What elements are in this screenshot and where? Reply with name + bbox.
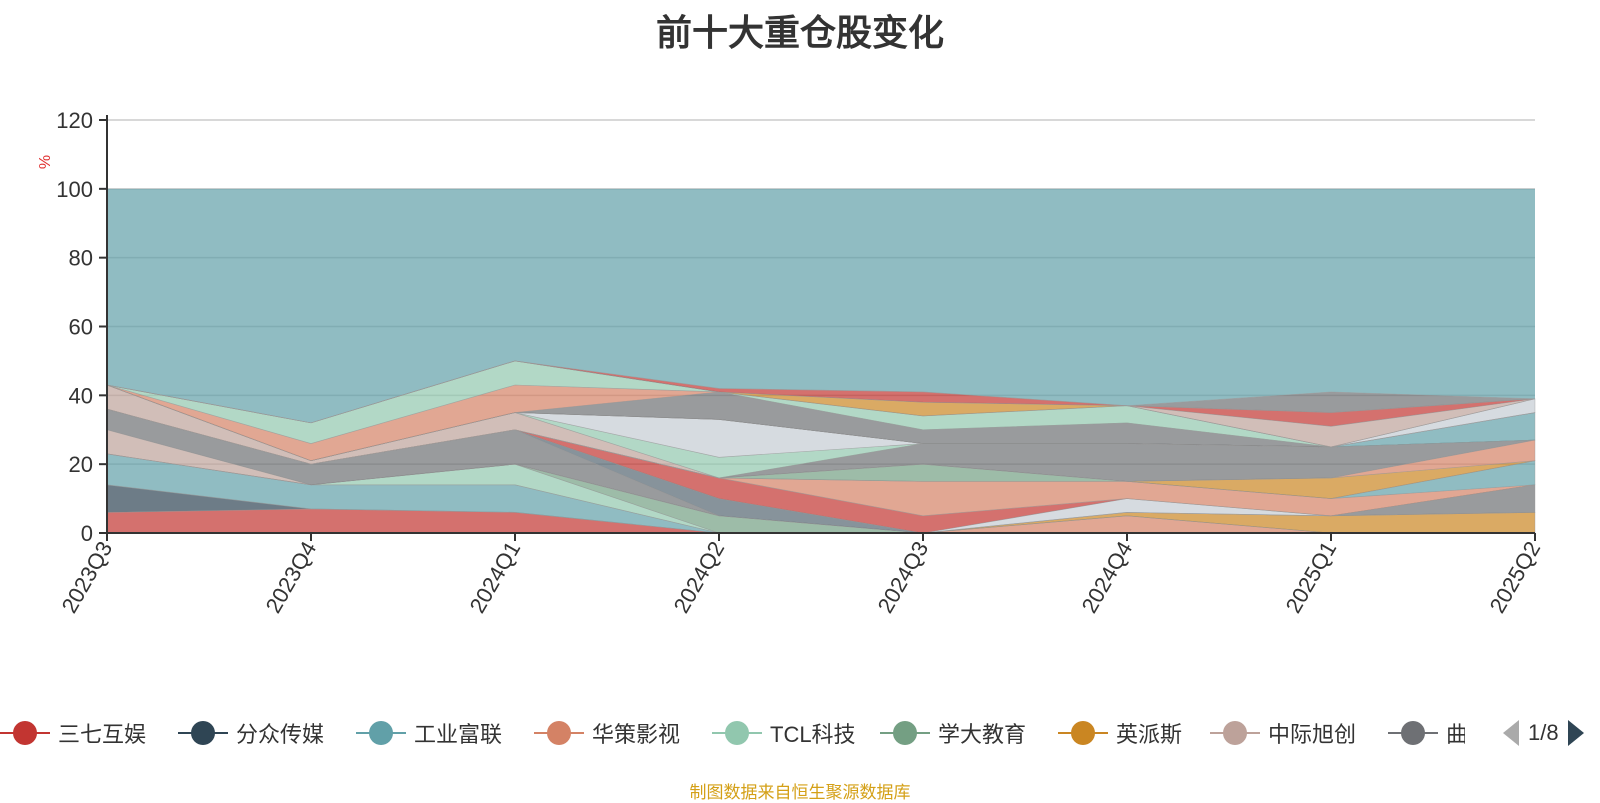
legend-marker-icon <box>534 721 584 745</box>
x-tick-label-2024Q3: 2024Q3 <box>873 537 934 617</box>
legend-item-1[interactable]: 三七互娱 <box>0 715 146 751</box>
y-tick-label-100: 100 <box>56 177 93 202</box>
source-note: 制图数据来自恒生聚源数据库 <box>689 783 911 802</box>
legend-marker-icon <box>712 721 762 745</box>
y-axis-label: % <box>37 155 54 169</box>
x-tick-label-2025Q2: 2025Q2 <box>1485 537 1546 617</box>
legend-marker-icon <box>0 721 50 745</box>
legend-label: 中际旭创 <box>1268 722 1357 747</box>
legend-label: 分众传媒 <box>236 722 325 747</box>
x-tick-label-2024Q2: 2024Q2 <box>669 537 730 617</box>
area-s33 <box>106 360 1536 424</box>
legend-label: 学大教育 <box>938 722 1027 747</box>
x-tick-label-2024Q1: 2024Q1 <box>465 537 526 617</box>
y-tick-label-40: 40 <box>69 383 93 408</box>
area-layer <box>106 188 1536 534</box>
legend-item-8[interactable]: 中际旭创 <box>1210 715 1356 751</box>
legend-item-2[interactable]: 分众传媒 <box>178 715 324 751</box>
legend-label: 工业富联 <box>414 722 503 747</box>
area-remainder <box>107 188 1535 423</box>
x-tick-label-2023Q4: 2023Q4 <box>261 537 322 617</box>
legend-item-9[interactable]: 曲美家居 <box>1388 715 1465 751</box>
legend-page-indicator: 1/8 <box>1528 720 1559 745</box>
legend-label: 曲美家居 <box>1446 722 1465 747</box>
y-tick-label-20: 20 <box>69 452 93 477</box>
chart-title: 前十大重仓股变化 <box>655 12 944 53</box>
legend-pager: 1/8 <box>1500 715 1587 751</box>
legend-item-5[interactable]: TCL科技 <box>712 715 856 751</box>
legend-label: 三七互娱 <box>58 722 147 747</box>
legend-marker-icon <box>178 721 228 745</box>
legend-marker-icon <box>1058 721 1108 745</box>
legend-marker-icon <box>880 721 930 745</box>
x-tick-label-2025Q1: 2025Q1 <box>1281 537 1342 617</box>
legend-marker-icon <box>1388 721 1438 745</box>
area-chart: 0 20 40 60 80 100 120% 2023Q3 2023Q4 2024Q1 2024Q2… <box>37 108 1546 617</box>
y-tick-label-0: 0 <box>81 521 93 546</box>
legend-label: TCL科技 <box>770 722 856 747</box>
legend-item-6[interactable]: 学大教育 <box>880 715 1026 751</box>
legend-marker-icon <box>1210 721 1260 745</box>
legend: 三七互娱 分众传媒 工业富联 华策影视 TCL科技 学大教育 英派斯 中际旭创 曲美家居 1/8 <box>0 715 1600 755</box>
y-tick-label-120: 120 <box>56 108 93 133</box>
x-tick-label-2023Q3: 2023Q3 <box>57 537 118 617</box>
legend-item-3[interactable]: 工业富联 <box>356 715 502 751</box>
legend-label: 华策影视 <box>592 722 681 747</box>
legend-next-page-icon[interactable] <box>1565 715 1587 751</box>
legend-label: 英派斯 <box>1116 722 1183 747</box>
legend-marker-icon <box>356 721 406 745</box>
legend-item-4[interactable]: 华策影视 <box>534 715 680 751</box>
legend-items-viewport: 三七互娱 分众传媒 工业富联 华策影视 TCL科技 学大教育 英派斯 中际旭创 曲美家居 <box>0 715 1465 755</box>
legend-item-7[interactable]: 英派斯 <box>1058 715 1182 751</box>
x-tick-label-2024Q4: 2024Q4 <box>1077 537 1138 617</box>
y-tick-label-80: 80 <box>69 246 93 271</box>
y-tick-label-60: 60 <box>69 315 93 340</box>
legend-prev-page-icon[interactable] <box>1500 715 1522 751</box>
